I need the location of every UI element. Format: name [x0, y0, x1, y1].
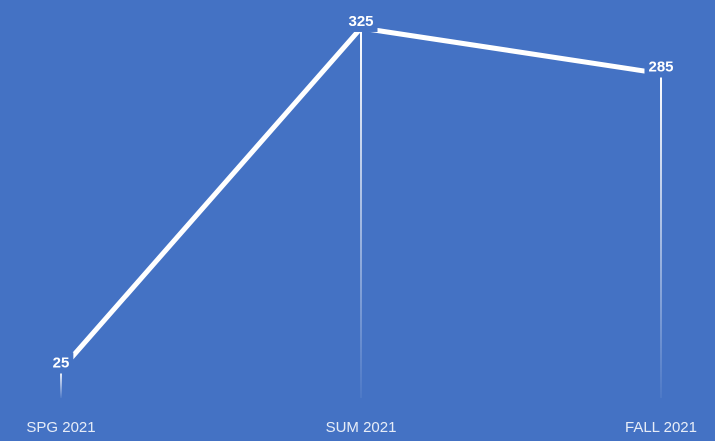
- x-tick-label: SPG 2021: [26, 419, 95, 436]
- data-label-box: [644, 56, 678, 78]
- data-label: 325: [348, 13, 373, 30]
- data-label: 285: [648, 59, 673, 76]
- data-label: 25: [53, 355, 70, 372]
- drop-line: [60, 369, 62, 398]
- x-tick-label: SUM 2021: [326, 419, 397, 436]
- x-tick-label: FALL 2021: [625, 419, 697, 436]
- drop-line: [660, 73, 662, 399]
- data-label-box: [48, 352, 74, 374]
- drop-line: [360, 28, 362, 398]
- data-label-box: [344, 10, 378, 32]
